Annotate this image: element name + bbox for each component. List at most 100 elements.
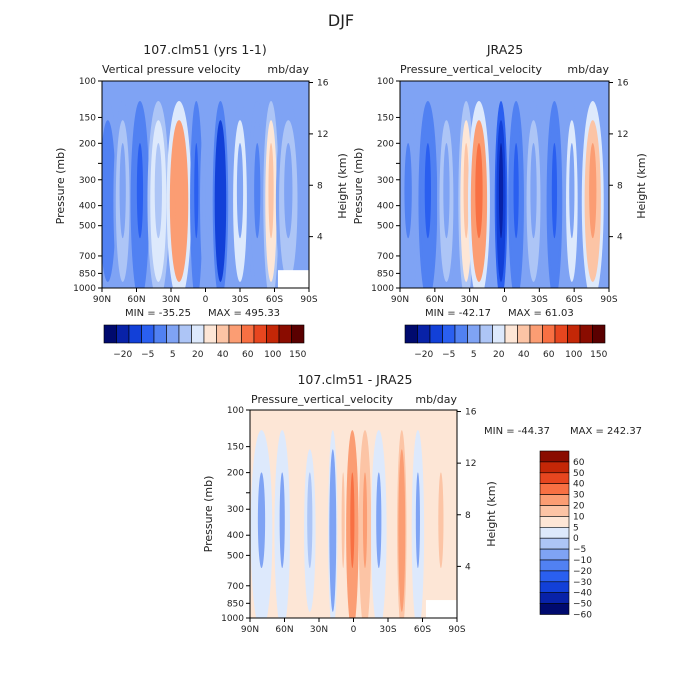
right-tick-label: 4 bbox=[465, 562, 471, 572]
x-tick-label: 90S bbox=[448, 625, 465, 635]
x-tick-label: 90N bbox=[241, 625, 259, 635]
colorbar-left: −20 −5 5 20 40 60 100 150 bbox=[103, 324, 307, 360]
right-tick-label: 4 bbox=[317, 233, 323, 243]
y-tick-label: 150 bbox=[227, 443, 244, 453]
right-tick-label: 8 bbox=[617, 181, 623, 191]
colorbar-swatch bbox=[266, 324, 280, 344]
field-peak bbox=[268, 143, 274, 239]
y-tick-label: 1000 bbox=[73, 284, 96, 294]
panel-2-min: MIN = -42.17 bbox=[425, 308, 491, 319]
panel-2-field bbox=[400, 81, 609, 288]
colorbar-swatch bbox=[539, 592, 570, 604]
right-tick-label: 8 bbox=[317, 181, 323, 191]
colorbar-swatch bbox=[492, 324, 506, 344]
y-tick-label: 100 bbox=[79, 77, 96, 87]
colorbar-label: 0 bbox=[573, 534, 579, 544]
x-tick-label: 30S bbox=[379, 625, 396, 635]
x-tick-label: 60S bbox=[566, 295, 583, 305]
panel-1-field bbox=[102, 81, 309, 288]
panel-2: 100 150 200 300 400 500 700 850 1000 4 8 12 16 90N 60N… bbox=[371, 77, 629, 305]
panel-2-units: mb/day bbox=[567, 63, 609, 76]
y-tick-label: 1000 bbox=[221, 614, 244, 624]
colorbar-label: 60 bbox=[543, 350, 555, 360]
y-tick-label: 400 bbox=[79, 202, 96, 212]
x-tick-label: 60N bbox=[426, 295, 444, 305]
panel-1-max: MAX = 495.33 bbox=[208, 308, 280, 319]
colorbar-swatch bbox=[554, 324, 568, 344]
colorbar-swatch bbox=[579, 324, 593, 344]
colorbar-label: 150 bbox=[289, 350, 306, 360]
colorbar-swatch bbox=[539, 548, 570, 561]
panel-3-units: mb/day bbox=[415, 393, 457, 406]
x-tick-label: 0 bbox=[502, 295, 508, 305]
colorbar-swatch bbox=[278, 324, 292, 344]
field-peak bbox=[400, 472, 404, 569]
colorbar-swatch bbox=[539, 603, 570, 615]
missing-data-region bbox=[277, 270, 309, 288]
colorbar-label: −20 bbox=[573, 567, 592, 577]
colorbar-label: −20 bbox=[414, 350, 433, 360]
panel-3-title: 107.clm51 - JRA25 bbox=[297, 372, 412, 387]
field-peak bbox=[475, 143, 483, 239]
colorbar-label: −40 bbox=[573, 589, 592, 599]
colorbar-label: −5 bbox=[573, 545, 586, 555]
field-peak bbox=[174, 143, 184, 239]
colorbar-swatch bbox=[567, 324, 581, 344]
right-tick-label: 8 bbox=[465, 511, 471, 521]
right-tick-label: 12 bbox=[317, 130, 328, 140]
panel-2-ylabel-right: Height (km) bbox=[635, 153, 648, 219]
colorbar-swatch bbox=[539, 570, 570, 583]
field-peak bbox=[404, 143, 412, 239]
right-tick-label: 4 bbox=[617, 233, 623, 243]
field-peak bbox=[236, 143, 244, 239]
field-peak bbox=[331, 472, 335, 569]
field-peak bbox=[424, 143, 432, 239]
panel-3-max: MAX = 242.37 bbox=[570, 426, 642, 437]
colorbar-label: 40 bbox=[518, 350, 530, 360]
y-tick-label: 700 bbox=[227, 582, 244, 592]
colorbar-label: 40 bbox=[217, 350, 229, 360]
colorbar-label: 60 bbox=[573, 458, 585, 468]
field-peak bbox=[154, 143, 162, 239]
field-peak bbox=[284, 143, 293, 239]
field-peak bbox=[415, 472, 420, 569]
x-tick-label: 30S bbox=[231, 295, 248, 305]
colorbar-swatch bbox=[467, 324, 481, 344]
panel-1-min: MIN = -35.25 bbox=[125, 308, 191, 319]
field-peak bbox=[194, 143, 199, 239]
panel-2-title: JRA25 bbox=[486, 42, 523, 57]
colorbar-label: 50 bbox=[573, 469, 585, 479]
x-tick-label: 90N bbox=[93, 295, 111, 305]
colorbar-swatch bbox=[417, 324, 431, 344]
y-tick-label: 500 bbox=[227, 551, 244, 561]
colorbar-swatch bbox=[103, 324, 117, 344]
colorbar-label: 20 bbox=[493, 350, 505, 360]
field-peak bbox=[463, 143, 469, 239]
colorbar-swatch bbox=[539, 494, 570, 506]
x-tick-label: 30N bbox=[310, 625, 328, 635]
field-peak bbox=[376, 472, 382, 569]
y-tick-label: 850 bbox=[377, 269, 394, 279]
field-peak bbox=[257, 472, 266, 569]
right-tick-label: 16 bbox=[617, 79, 629, 89]
right-tick-label: 12 bbox=[617, 130, 628, 140]
panel-3-min: MIN = -44.37 bbox=[484, 426, 550, 437]
colorbar-swatch bbox=[191, 324, 205, 344]
colorbar-label: −50 bbox=[573, 600, 592, 610]
colorbar-swatch bbox=[429, 324, 443, 344]
y-tick-label: 300 bbox=[377, 176, 394, 186]
y-tick-label: 850 bbox=[79, 269, 96, 279]
field-peak bbox=[498, 143, 504, 239]
y-tick-label: 200 bbox=[377, 139, 394, 149]
colorbar-label: 5 bbox=[471, 350, 477, 360]
field-peak bbox=[438, 472, 444, 569]
field-peak bbox=[136, 143, 144, 239]
colorbar-swatch bbox=[592, 324, 606, 344]
y-tick-label: 100 bbox=[377, 77, 394, 87]
colorbar-label: −10 bbox=[573, 556, 592, 566]
colorbar-swatch bbox=[241, 324, 255, 344]
y-tick-label: 300 bbox=[227, 505, 244, 515]
colorbar-right: −20 −5 5 20 40 60 100 150 bbox=[404, 324, 608, 360]
colorbar-swatch bbox=[479, 324, 493, 344]
